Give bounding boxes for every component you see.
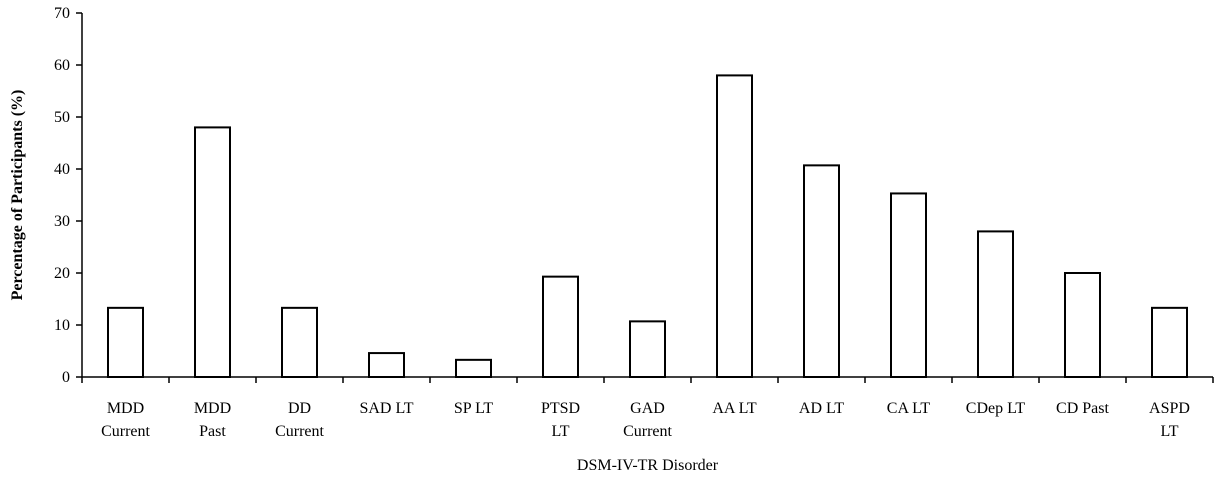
x-tick-label: MDD Past (194, 400, 231, 440)
y-tick-label: 40 (54, 161, 70, 178)
x-tick-label: CDep LT (966, 400, 1026, 417)
y-tick-label: 10 (54, 317, 70, 334)
x-tick-label: SAD LT (359, 400, 413, 417)
x-tick-label: CA LT (887, 400, 931, 417)
y-tick-label: 0 (62, 369, 70, 386)
bar (890, 192, 927, 378)
y-axis: 0 10 20 30 40 50 60 70 (54, 5, 83, 386)
bar (455, 358, 492, 378)
bar (716, 74, 753, 379)
x-tick-label: GAD Current (623, 400, 672, 440)
x-tick-label: DD Current (275, 400, 324, 440)
y-tick-label: 20 (54, 265, 70, 282)
bar (542, 275, 579, 379)
bar (977, 230, 1014, 378)
bar (194, 126, 231, 379)
bar (629, 320, 666, 378)
y-tick-label: 30 (54, 213, 70, 230)
bar (281, 306, 318, 378)
bars (107, 74, 1188, 379)
bar (803, 164, 840, 378)
bar (368, 352, 405, 378)
y-tick-label: 50 (54, 109, 70, 126)
x-tick-label: AA LT (712, 400, 757, 417)
category-labels: MDD Current MDD Past DD Current SAD LT SP LT PTS… (101, 400, 1190, 440)
bar (1064, 272, 1101, 378)
y-tick-label: 70 (54, 5, 70, 22)
bar (1151, 306, 1188, 378)
x-tick-label: AD LT (799, 400, 844, 417)
bar (107, 306, 144, 378)
x-tick-label: ASPD LT (1149, 400, 1190, 440)
x-axis-title: DSM-IV-TR Disorder (577, 457, 719, 474)
x-tick-label: PTSD LT (541, 400, 580, 440)
x-tick-label: SP LT (454, 400, 494, 417)
y-tick-label: 60 (54, 57, 70, 74)
x-tick-label: MDD Current (101, 400, 150, 440)
y-axis-title: Percentage of Participants (%) (9, 90, 26, 301)
x-tick-label: CD Past (1056, 400, 1109, 417)
